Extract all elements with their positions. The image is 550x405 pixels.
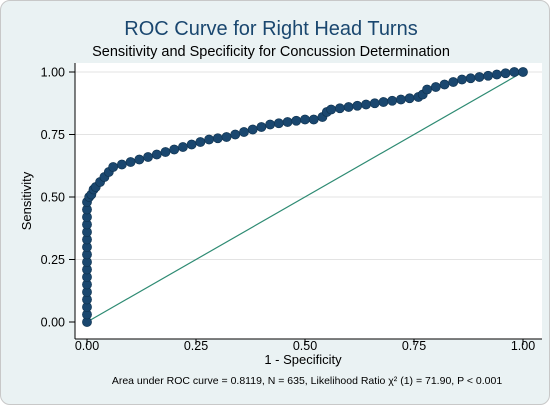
roc-point [343,102,354,112]
y-tick-label: 0.00 [41,316,65,330]
roc-point [422,84,432,95]
roc-point [491,69,502,80]
chart-title: ROC Curve for Right Head Turns [124,18,417,40]
roc-point [500,68,511,79]
roc-point [334,103,345,114]
roc-point [265,119,276,130]
chart-note: Area under ROC curve = 0.8119, N = 635, … [112,375,503,387]
roc-point [448,77,459,87]
roc-point [186,139,197,150]
roc-point [256,122,267,132]
tick-labels: 0.00 0.25 0.50 0.75 1.00 0.00 0.25 0.50 0.75 1.00 [41,66,536,354]
x-tick-label: 0.50 [293,339,317,353]
x-tick-label: 0.75 [402,339,426,353]
y-tick-label: 0.25 [41,253,65,267]
x-tick-label: 1.00 [511,339,535,353]
roc-point [396,94,406,105]
roc-point [239,127,249,137]
axes [69,63,542,345]
roc-point [326,104,337,115]
y-tick-label: 1.00 [41,66,65,80]
roc-point [108,162,119,172]
roc-point [300,114,310,125]
roc-point [116,159,127,170]
roc-point [361,99,371,110]
reference-line-group [86,71,524,323]
roc-point [457,74,467,85]
roc-point [195,137,206,147]
roc-point [273,118,284,129]
roc-point [125,157,136,167]
roc-point [439,79,450,90]
roc-point [247,124,258,135]
roc-point [291,115,302,126]
chart-subtitle: Sensitivity and Specificity for Concussi… [92,44,450,60]
x-tick-label: 0.25 [184,339,208,353]
roc-point [369,98,380,109]
roc-point [160,147,171,157]
roc-point [134,154,145,165]
x-tick-label: 0.00 [75,339,99,353]
roc-point [308,114,319,125]
roc-point [404,93,415,104]
roc-point [518,67,528,77]
roc-point [221,132,232,142]
roc-point [387,95,398,106]
roc-point [212,133,223,144]
reference-line [86,71,524,323]
roc-point [378,97,389,107]
roc-point [282,117,293,127]
y-tick-label: 0.75 [41,128,65,142]
roc-point [204,134,214,145]
roc-point [143,152,153,162]
y-tick-label: 0.50 [41,191,65,205]
roc-point [483,70,494,81]
roc-point [169,144,180,155]
roc-point [178,142,188,152]
roc-point [430,82,441,92]
roc-points [82,67,528,327]
grid-lines [75,71,542,260]
roc-point [230,129,241,140]
y-axis-label: Sensitivity [19,171,34,230]
roc-point [465,73,476,84]
plot-area [75,63,542,339]
x-axis-label: 1 - Specificity [264,352,342,367]
roc-point [151,149,162,160]
roc-point [352,100,363,111]
roc-point [509,67,520,77]
roc-point [474,72,485,82]
